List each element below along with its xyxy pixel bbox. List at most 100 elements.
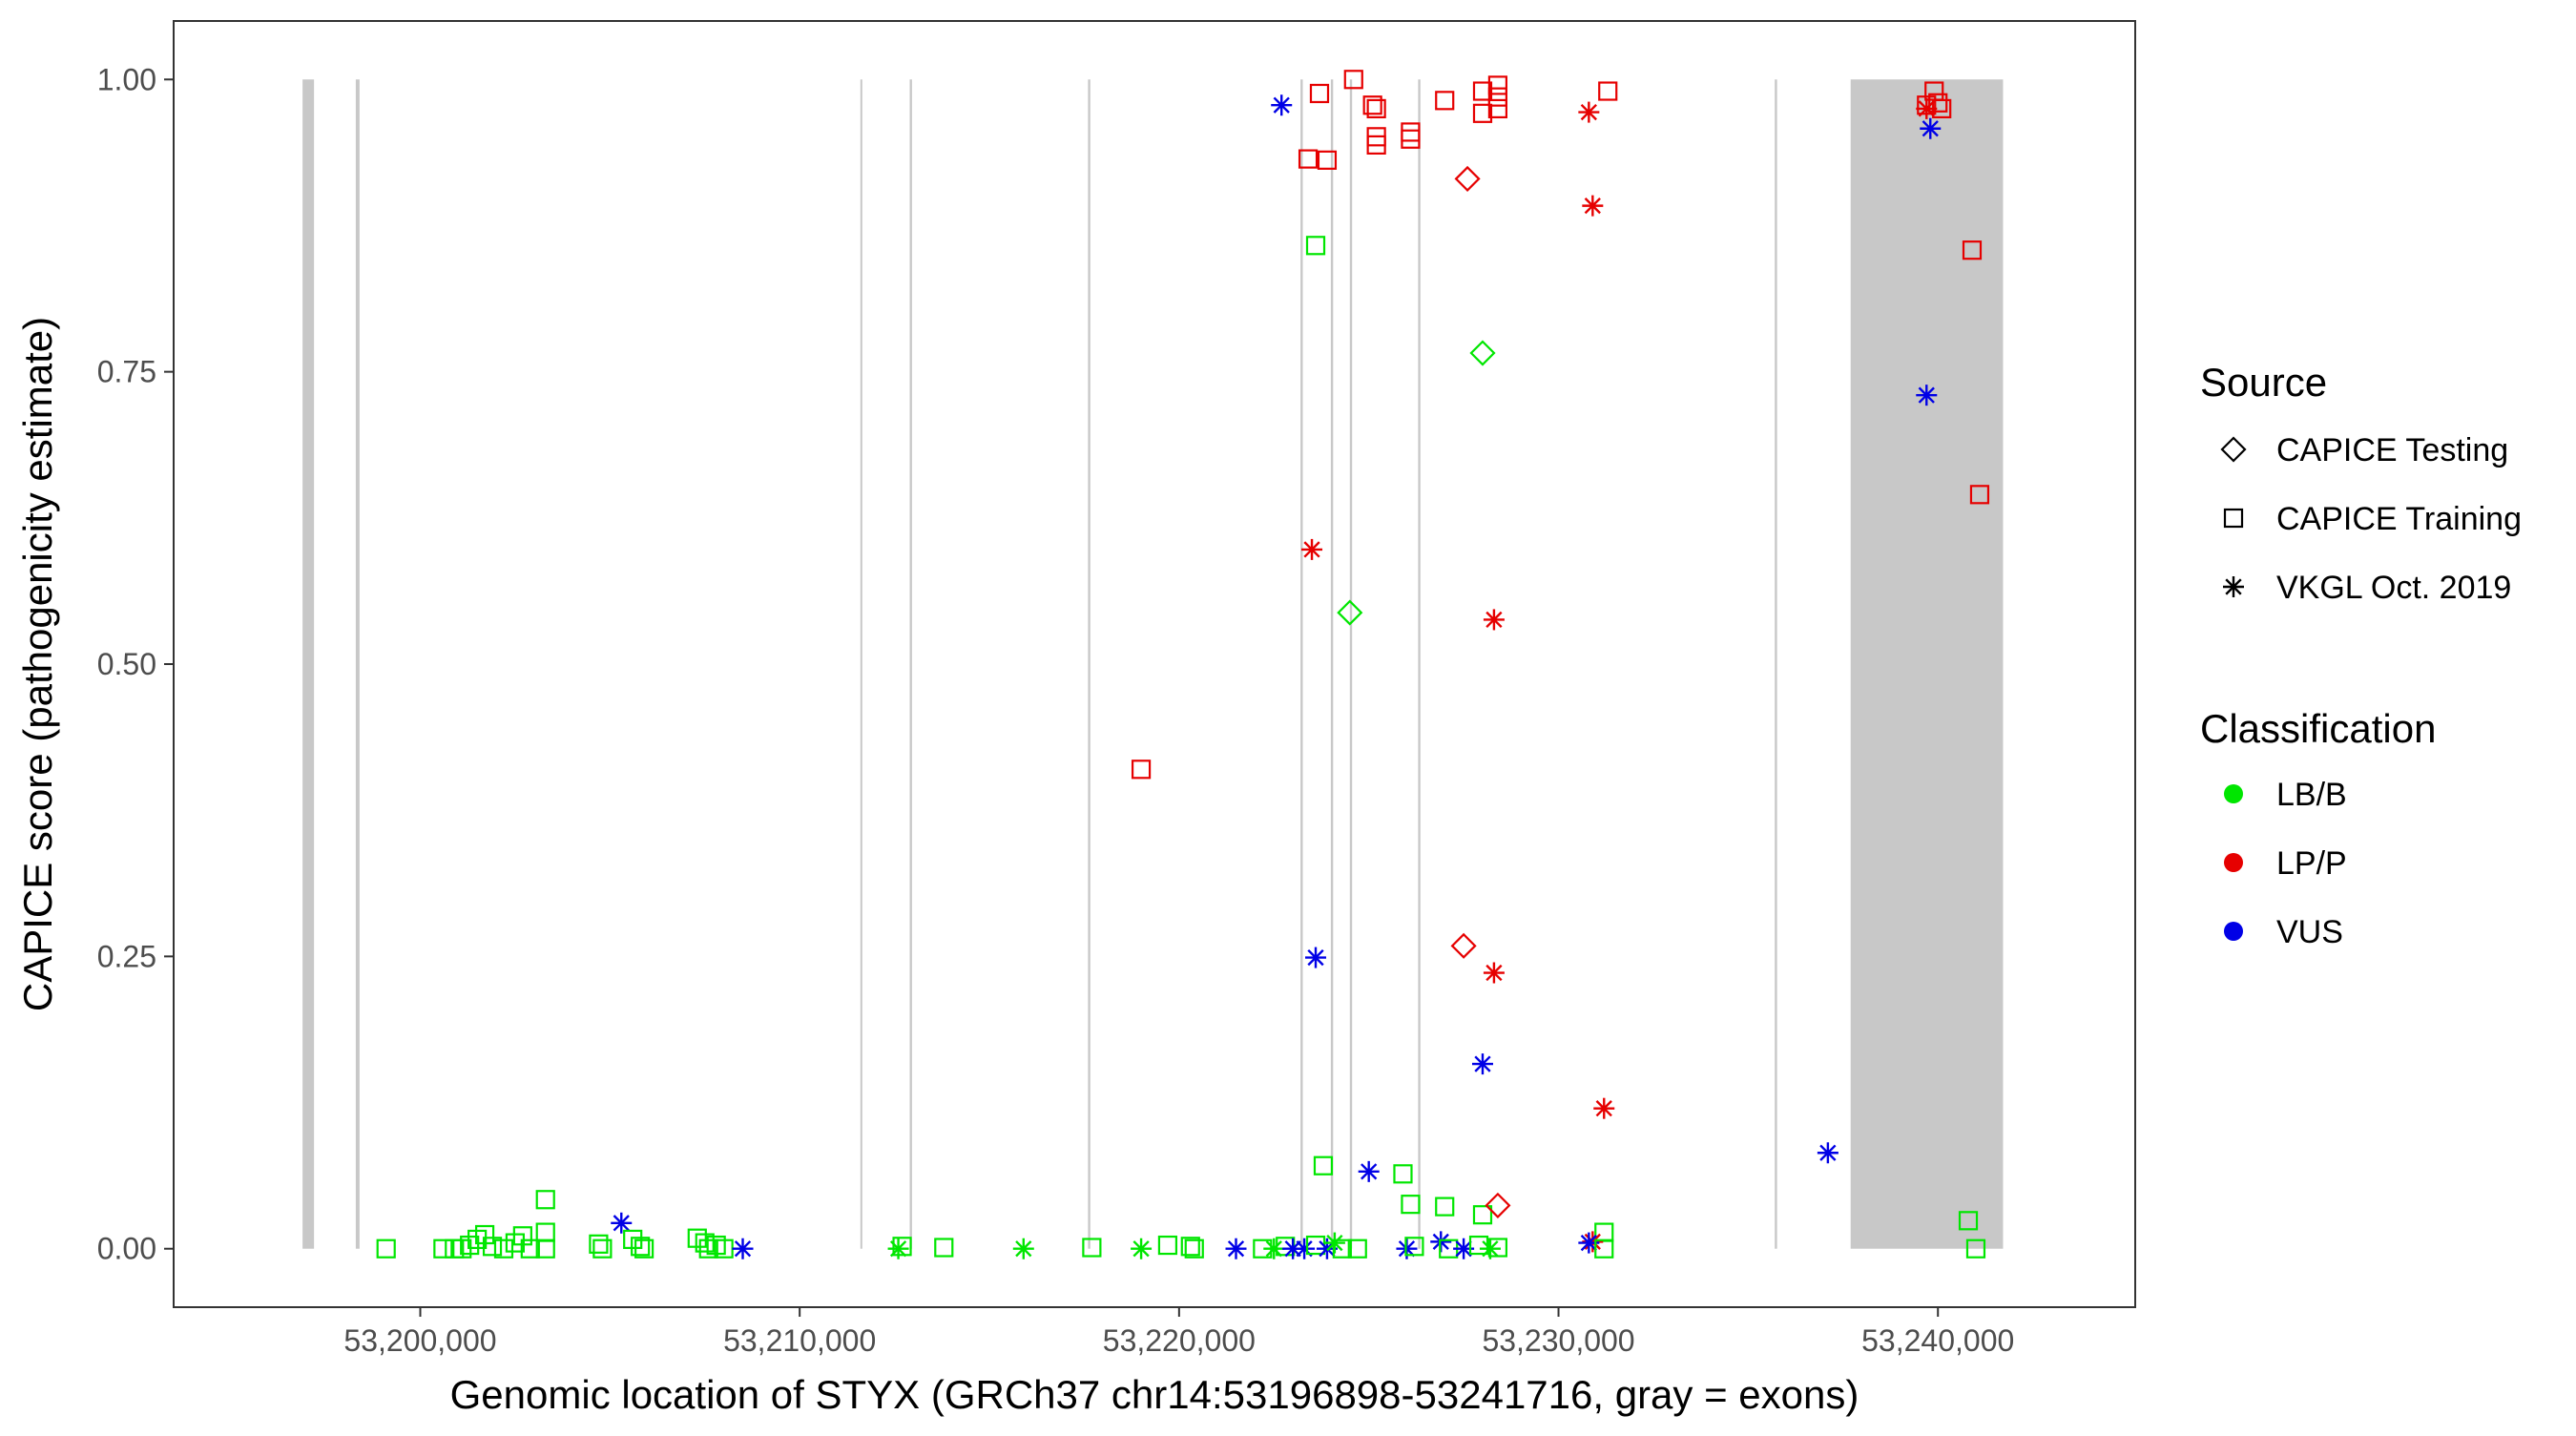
y-tick-label: 0.50 bbox=[97, 647, 156, 681]
axis-layer: 0.00 0.25 0.50 0.75 1.00 53,200,000 53,210,000… bbox=[97, 62, 2015, 1358]
data-point bbox=[1487, 98, 1507, 119]
x-tick-label: 53,200,000 bbox=[343, 1323, 496, 1358]
square-marker bbox=[1317, 150, 1338, 170]
data-point bbox=[1485, 1192, 1511, 1218]
x-tick-label: 53,210,000 bbox=[723, 1323, 876, 1358]
data-point bbox=[1958, 1211, 1979, 1231]
legend-label-classification: LP/P bbox=[2276, 845, 2347, 882]
square-marker bbox=[433, 1238, 453, 1259]
square-marker bbox=[1594, 1222, 1614, 1242]
square-marker bbox=[1598, 81, 1618, 101]
x-tick-label: 53,240,000 bbox=[1861, 1323, 2014, 1358]
data-point bbox=[1404, 1237, 1424, 1257]
legend-label-source: CAPICE Training bbox=[2276, 501, 2522, 537]
data-point bbox=[732, 1238, 754, 1259]
data-point bbox=[535, 1238, 555, 1259]
y-tick-label: 0.00 bbox=[97, 1232, 156, 1266]
asterisk-stroke bbox=[1580, 1234, 1597, 1252]
data-point bbox=[1294, 1238, 1316, 1259]
legend-key-source bbox=[2220, 436, 2247, 463]
data-point bbox=[1472, 103, 1493, 123]
point-layer bbox=[376, 70, 1990, 1259]
square-marker bbox=[892, 1237, 912, 1257]
square-marker bbox=[1401, 129, 1421, 149]
data-point bbox=[1487, 75, 1507, 95]
data-point bbox=[1301, 538, 1323, 560]
square-marker bbox=[535, 1190, 555, 1210]
square-marker bbox=[934, 1238, 954, 1258]
square-marker bbox=[1332, 1238, 1352, 1259]
square-marker bbox=[1401, 1195, 1421, 1215]
x-tick-label: 53,230,000 bbox=[1482, 1323, 1634, 1358]
data-point bbox=[892, 1237, 912, 1257]
legend: Source Classification CAPICE Testing CAPI… bbox=[2200, 360, 2522, 950]
data-point bbox=[1332, 1238, 1352, 1259]
asterisk-stroke bbox=[1918, 386, 1935, 404]
square-marker bbox=[1313, 1155, 1334, 1176]
data-point bbox=[887, 1238, 909, 1259]
data-point bbox=[1582, 195, 1604, 217]
data-point bbox=[1471, 1053, 1493, 1075]
exon-band bbox=[1088, 79, 1091, 1249]
asterisk-stroke bbox=[1265, 1240, 1282, 1258]
y-tick-label: 0.75 bbox=[97, 355, 156, 389]
legend-key-classification bbox=[2224, 784, 2243, 803]
data-point bbox=[376, 1238, 396, 1259]
data-point bbox=[589, 1234, 609, 1254]
asterisk-stroke bbox=[1922, 120, 1939, 137]
asterisk-stroke bbox=[1273, 96, 1290, 114]
asterisk-stroke bbox=[1307, 948, 1324, 967]
data-point bbox=[1598, 81, 1618, 101]
data-point bbox=[1468, 1235, 1489, 1256]
legend-key-classification bbox=[2224, 922, 2243, 941]
square-marker bbox=[1298, 149, 1319, 169]
square-marker bbox=[589, 1234, 609, 1254]
data-point bbox=[535, 1222, 555, 1242]
x-axis-title: Genomic location of STYX (GRCh37 chr14:5… bbox=[450, 1372, 1859, 1417]
square-marker bbox=[1082, 1238, 1102, 1258]
square-marker bbox=[695, 1233, 715, 1253]
data-point bbox=[1969, 485, 1990, 505]
data-point bbox=[1157, 1235, 1178, 1256]
square-marker bbox=[631, 1237, 651, 1257]
data-point bbox=[1453, 1238, 1475, 1259]
exon-band bbox=[1349, 79, 1353, 1249]
data-point bbox=[1401, 1195, 1421, 1215]
asterisk-stroke bbox=[613, 1215, 630, 1232]
y-tick-label: 0.25 bbox=[97, 939, 156, 973]
x-tick-label: 53,220,000 bbox=[1103, 1323, 1256, 1358]
square-marker bbox=[1184, 1238, 1204, 1259]
square-marker bbox=[1343, 70, 1363, 90]
square-marker bbox=[1157, 1235, 1178, 1256]
square-marker bbox=[2223, 508, 2244, 529]
data-point bbox=[1305, 1235, 1326, 1256]
data-point bbox=[1012, 1238, 1034, 1259]
square-marker bbox=[1472, 103, 1493, 123]
data-point bbox=[482, 1237, 503, 1257]
diamond-marker bbox=[1337, 599, 1363, 626]
square-marker bbox=[1366, 98, 1386, 119]
data-point bbox=[631, 1237, 651, 1257]
data-point bbox=[1435, 1197, 1455, 1217]
data-point bbox=[1483, 609, 1505, 631]
data-point bbox=[1594, 1238, 1614, 1259]
data-point bbox=[1435, 91, 1455, 111]
data-point bbox=[1469, 340, 1496, 366]
square-marker bbox=[1487, 75, 1507, 95]
asterisk-stroke bbox=[1485, 611, 1503, 629]
data-point bbox=[1928, 93, 1948, 113]
square-marker bbox=[482, 1237, 503, 1257]
square-marker bbox=[1958, 1211, 1979, 1231]
square-marker bbox=[1487, 98, 1507, 119]
data-point bbox=[1487, 1238, 1507, 1258]
square-marker bbox=[535, 1238, 555, 1259]
data-point bbox=[1225, 1238, 1247, 1259]
asterisk-stroke bbox=[1595, 1100, 1612, 1117]
data-point bbox=[520, 1238, 540, 1259]
asterisk-stroke bbox=[1455, 1240, 1472, 1258]
square-marker bbox=[535, 1222, 555, 1242]
data-point bbox=[1593, 1097, 1615, 1119]
exon-band bbox=[1300, 79, 1303, 1249]
square-marker bbox=[1594, 1238, 1614, 1259]
data-point bbox=[1965, 1238, 1986, 1259]
